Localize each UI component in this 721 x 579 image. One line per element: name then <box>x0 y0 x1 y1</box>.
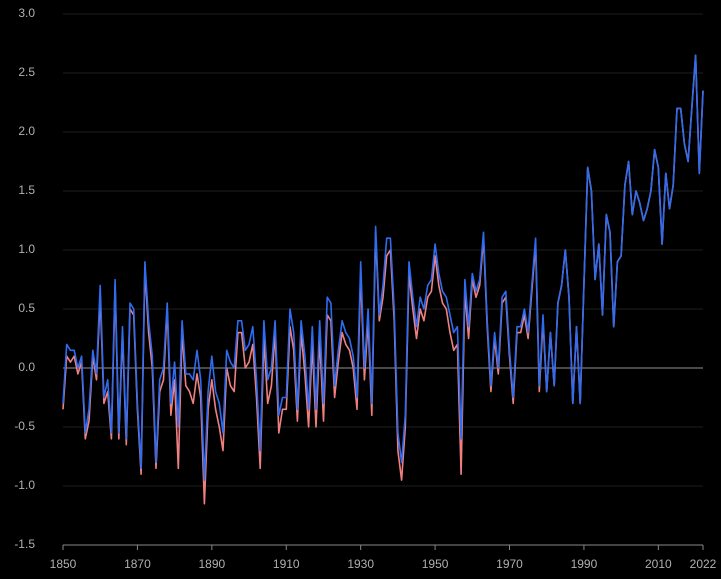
y-tick-label: -1.5 <box>14 537 35 551</box>
x-tick-label: 1870 <box>124 557 151 571</box>
series-line <box>62 54 704 481</box>
y-tick-label: 1.5 <box>18 183 35 197</box>
y-tick-label: 3.0 <box>18 6 35 20</box>
x-tick-label: 1850 <box>50 557 77 571</box>
y-tick-label: -1.0 <box>14 478 35 492</box>
x-tick-label: 1910 <box>273 557 300 571</box>
x-tick-label: 1990 <box>571 557 598 571</box>
x-tick-label: 1970 <box>496 557 523 571</box>
x-tick-label: 1930 <box>347 557 374 571</box>
x-tick-label: 2010 <box>645 557 672 571</box>
y-tick-label: 2.5 <box>18 65 35 79</box>
y-tick-label: -0.5 <box>14 419 35 433</box>
x-tick-label: 1950 <box>422 557 449 571</box>
y-tick-label: 1.0 <box>18 242 35 256</box>
y-tick-label: 0.0 <box>18 360 35 374</box>
x-tick-label: 1890 <box>198 557 225 571</box>
x-tick-label: 2022 <box>690 557 717 571</box>
y-tick-label: 2.0 <box>18 124 35 138</box>
y-tick-label: 0.5 <box>18 301 35 315</box>
